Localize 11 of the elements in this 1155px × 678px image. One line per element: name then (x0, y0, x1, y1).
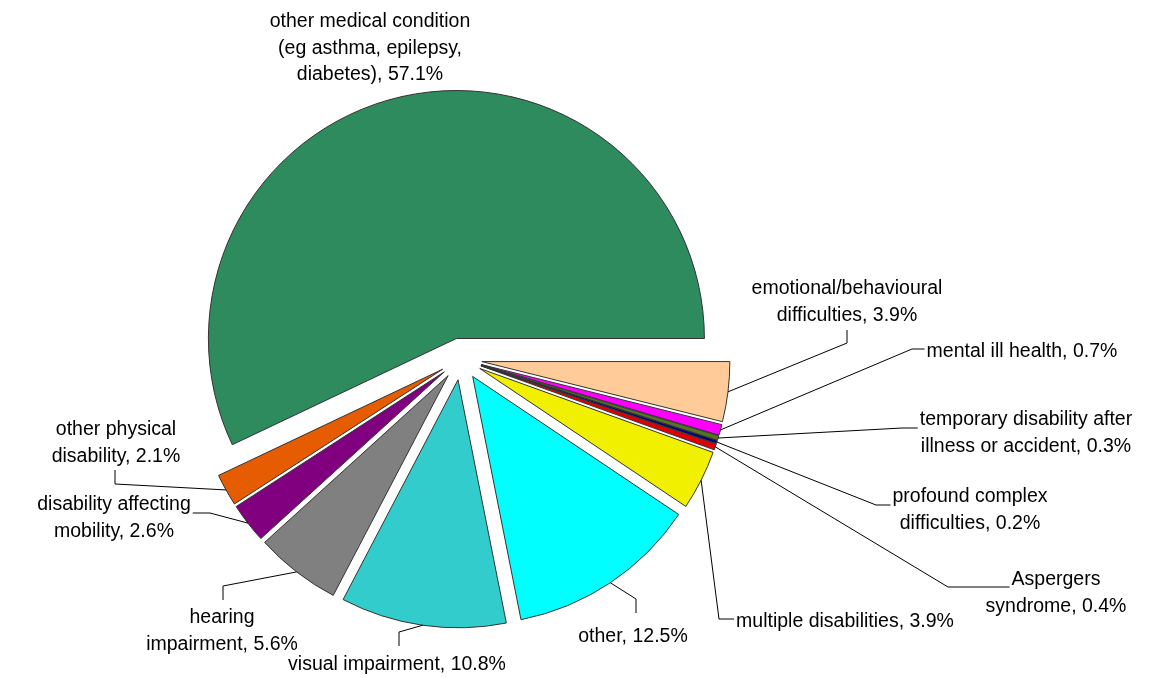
slice-label: multiple disabilities, 3.9% (736, 609, 954, 631)
slice-label: other medical condition (eg asthma, epilepsy, diabetes), 57.1% (269, 9, 471, 84)
slice-label: other physical disability, 2.1% (51, 417, 181, 466)
slice-label: Aspergers syndrome, 0.4% (985, 567, 1127, 616)
slice-label: profound complex difficulties, 0.2% (892, 484, 1048, 533)
slice-label: mental ill health, 0.7% (926, 339, 1118, 361)
slice-label: other, 12.5% (578, 624, 688, 646)
slice-label: visual impairment, 10.8% (288, 652, 506, 674)
slice-label: temporary disability after illness or accident, 0.3% (919, 407, 1133, 456)
slice-label: disability affecting mobility, 2.6% (37, 492, 191, 541)
slice-label: emotional/behavioural difficulties, 3.9% (751, 276, 943, 325)
